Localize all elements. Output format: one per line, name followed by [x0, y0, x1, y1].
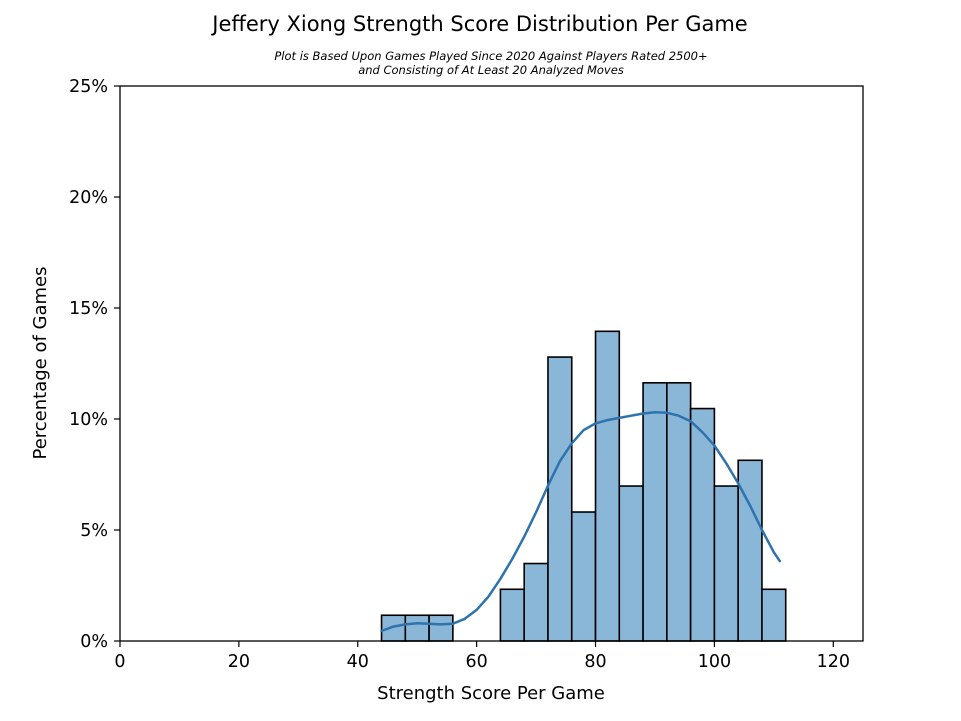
- histogram-bar-6: [547, 356, 573, 642]
- chart-subtitle-line-1: Plot is Based Upon Games Played Since 20…: [274, 49, 707, 63]
- x-tick-label: 80: [584, 652, 606, 672]
- histogram-bar-8: [594, 330, 621, 642]
- y-tick-label: 10%: [69, 410, 108, 430]
- x-tick-label: 120: [817, 652, 850, 672]
- histogram-bar-5: [523, 562, 549, 642]
- x-tick-label: 40: [347, 652, 369, 672]
- y-tick-label: 25%: [69, 77, 108, 97]
- y-tick-label: 5%: [80, 521, 108, 541]
- histogram-bar-13: [713, 485, 739, 642]
- y-tick-label: 20%: [69, 188, 108, 208]
- x-tick-label: 0: [114, 652, 125, 672]
- plot-area-frame: [119, 85, 864, 642]
- kde-curve: [380, 411, 782, 633]
- x-tick-label: 20: [228, 652, 250, 672]
- y-tick-label: 0%: [80, 632, 108, 652]
- x-tick-label: 60: [465, 652, 487, 672]
- histogram-bar-1: [380, 614, 407, 642]
- histogram-bar-4: [499, 588, 525, 642]
- x-tick-label: 100: [698, 652, 731, 672]
- chart-title: Jeffery Xiong Strength Score Distributio…: [210, 12, 747, 36]
- y-axis-ticks: 0% 5% 10% 15% 20% 25%: [69, 77, 120, 652]
- histogram-bar-3: [428, 614, 454, 642]
- histogram-bar-11: [666, 382, 692, 642]
- histogram-bar-2: [404, 614, 430, 642]
- histogram-bars: [380, 330, 787, 642]
- histogram-bar-10: [642, 382, 668, 642]
- x-axis-label: Strength Score Per Game: [377, 683, 605, 704]
- y-axis-label: Percentage of Games: [30, 266, 51, 459]
- chart-subtitle-line-2: and Consisting of At Least 20 Analyzed M…: [358, 63, 624, 77]
- histogram-bar-15: [761, 588, 787, 642]
- x-axis-ticks: 0 20 40 60 80 100 120: [114, 641, 850, 672]
- histogram-bar-9: [618, 485, 644, 642]
- y-tick-label: 15%: [69, 299, 108, 319]
- histogram-bar-7: [570, 511, 597, 642]
